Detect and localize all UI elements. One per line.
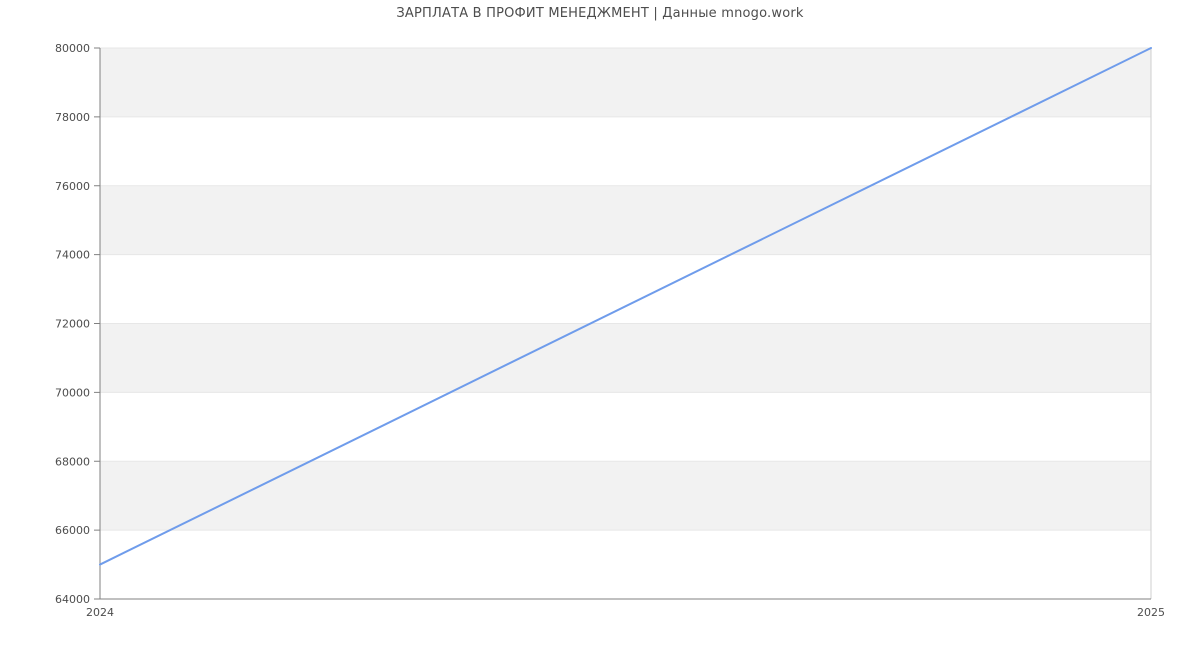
y-axis-label: 78000 (55, 111, 90, 124)
y-axis-label: 66000 (55, 524, 90, 537)
y-axis-label: 74000 (55, 249, 90, 262)
y-axis-label: 80000 (55, 42, 90, 55)
y-axis-label: 72000 (55, 318, 90, 331)
grid-band (100, 48, 1151, 117)
grid-band (100, 323, 1151, 393)
y-axis-label: 68000 (55, 455, 90, 468)
salary-trend-line (99, 47, 1152, 566)
y-axis-label: 70000 (55, 386, 90, 399)
y-axis-label: 64000 (55, 593, 90, 606)
grid-band (100, 185, 1151, 255)
x-axis-label: 2024 (86, 606, 114, 619)
grid-band (100, 461, 1151, 531)
chart-title: ЗАРПЛАТА В ПРОФИТ МЕНЕДЖМЕНТ | Данные mn… (396, 6, 804, 21)
y-axis-label: 76000 (55, 180, 90, 193)
x-axis-label: 2025 (1137, 606, 1165, 619)
